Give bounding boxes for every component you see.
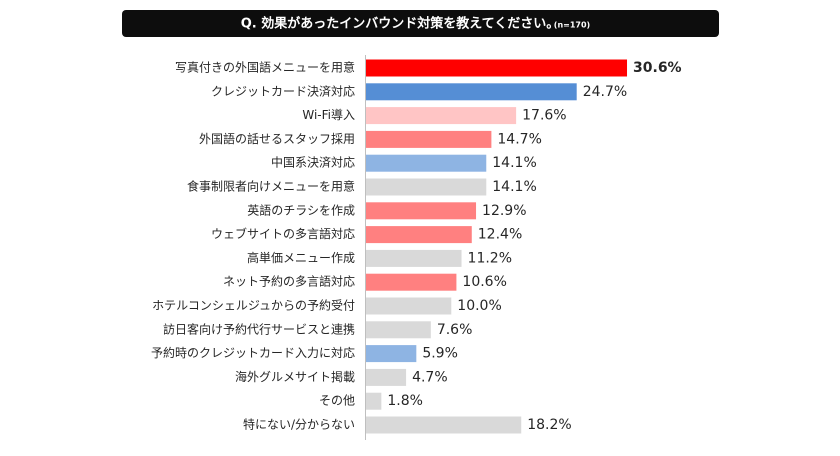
category-label: その他 xyxy=(319,394,355,408)
bar xyxy=(366,249,462,267)
chart-subtitle: (n=170) xyxy=(554,21,590,30)
category-label: 食事制限者向けメニューを用意 xyxy=(187,179,355,194)
category-label: 特にない/分からない xyxy=(243,417,355,432)
category-label: 写真付きの外国語メニューを用意 xyxy=(175,60,355,75)
bar xyxy=(366,368,407,386)
value-label: 10.6% xyxy=(462,274,506,290)
category-label: 英語のチラシを作成 xyxy=(247,202,355,217)
chart-title: Q. 効果があったインバウンド対策を教えてください。 xyxy=(241,16,559,32)
value-label: 1.8% xyxy=(387,393,423,409)
bar xyxy=(366,345,417,363)
bar xyxy=(366,130,492,148)
category-label: Wi-Fi導入 xyxy=(302,108,355,122)
category-label: 海外グルメサイト掲載 xyxy=(235,369,355,384)
value-label: 4.7% xyxy=(412,369,448,385)
category-label: ウェブサイトの多言語対応 xyxy=(211,226,355,241)
value-label: 18.2% xyxy=(527,417,571,433)
value-label: 10.0% xyxy=(457,298,501,314)
value-label: 14.7% xyxy=(497,131,541,147)
value-label: 14.1% xyxy=(492,179,536,195)
value-label: 17.6% xyxy=(522,108,566,124)
value-label: 12.9% xyxy=(482,203,526,219)
category-label: 中国系決済対応 xyxy=(271,155,355,170)
bar xyxy=(366,59,628,77)
value-label: 12.4% xyxy=(478,227,522,243)
bar xyxy=(366,154,487,172)
value-label: 24.7% xyxy=(583,84,627,100)
value-label: 14.1% xyxy=(492,155,536,171)
bar xyxy=(366,273,457,291)
category-label: 訪日客向け予約代行サービスと連携 xyxy=(163,321,355,336)
bar xyxy=(366,107,517,125)
category-label: 外国語の話せるスタッフ採用 xyxy=(199,131,355,146)
bar xyxy=(366,226,472,244)
value-label: 30.6% xyxy=(633,60,682,76)
bar xyxy=(366,202,477,220)
bar xyxy=(366,392,382,410)
value-label: 7.6% xyxy=(437,322,473,338)
title-bar xyxy=(122,10,719,37)
category-label: 高単価メニュー作成 xyxy=(247,250,355,265)
value-label: 5.9% xyxy=(422,346,458,362)
bar xyxy=(366,83,577,101)
category-label: ネット予約の多言語対応 xyxy=(223,274,355,289)
bar xyxy=(366,178,487,196)
category-label: ホテルコンシェルジュからの予約受付 xyxy=(152,298,355,313)
bar xyxy=(366,297,452,315)
value-label: 11.2% xyxy=(468,250,512,266)
category-label: 予約時のクレジットカード入力に対応 xyxy=(151,345,355,360)
bar xyxy=(366,321,431,339)
category-label: クレジットカード決済対応 xyxy=(211,83,355,98)
bar xyxy=(366,416,522,434)
